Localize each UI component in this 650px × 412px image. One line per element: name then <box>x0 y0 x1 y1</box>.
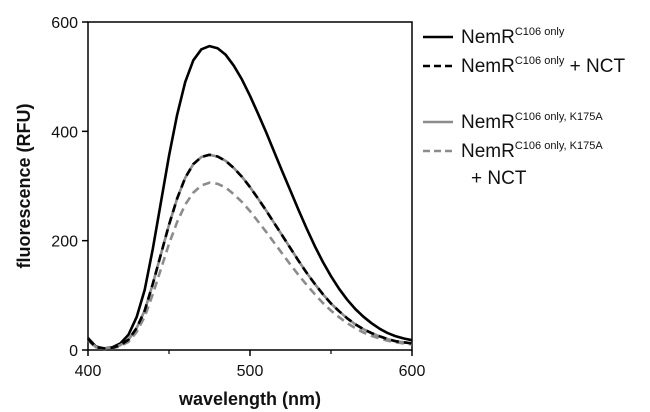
plot-area: 400 500 600 0 200 400 600 <box>51 15 425 380</box>
series-line-1 <box>87 44 413 350</box>
y-tick-label: 400 <box>51 124 78 141</box>
y-axis-label: fluorescence (RFU) <box>14 103 34 268</box>
legend-label-2: NemRC106 only + NCT <box>461 55 625 77</box>
x-axis-ticks: 400 500 600 <box>75 350 426 380</box>
y-axis-ticks: 0 200 400 600 <box>51 15 88 360</box>
x-tick-label: 600 <box>399 363 426 380</box>
legend: NemRC106 only NemRC106 only + NCT NemRC106… <box>423 26 625 189</box>
legend-label-4: NemRC106 only, K175A <box>461 140 603 162</box>
legend-label-3: NemRC106 only, K175A <box>461 111 603 133</box>
x-tick-label: 400 <box>75 363 102 380</box>
series-lines <box>87 44 413 351</box>
x-tick-label: 500 <box>237 363 264 380</box>
legend-label-4-suffix: + NCT <box>471 168 527 189</box>
y-tick-label: 0 <box>69 343 78 360</box>
series-line-2 <box>87 153 413 350</box>
legend-label-1: NemRC106 only <box>461 26 565 48</box>
series-line-4 <box>87 181 413 351</box>
y-tick-label: 200 <box>51 234 78 251</box>
y-tick-label: 600 <box>51 15 78 32</box>
x-axis-label: wavelength (nm) <box>178 389 321 409</box>
